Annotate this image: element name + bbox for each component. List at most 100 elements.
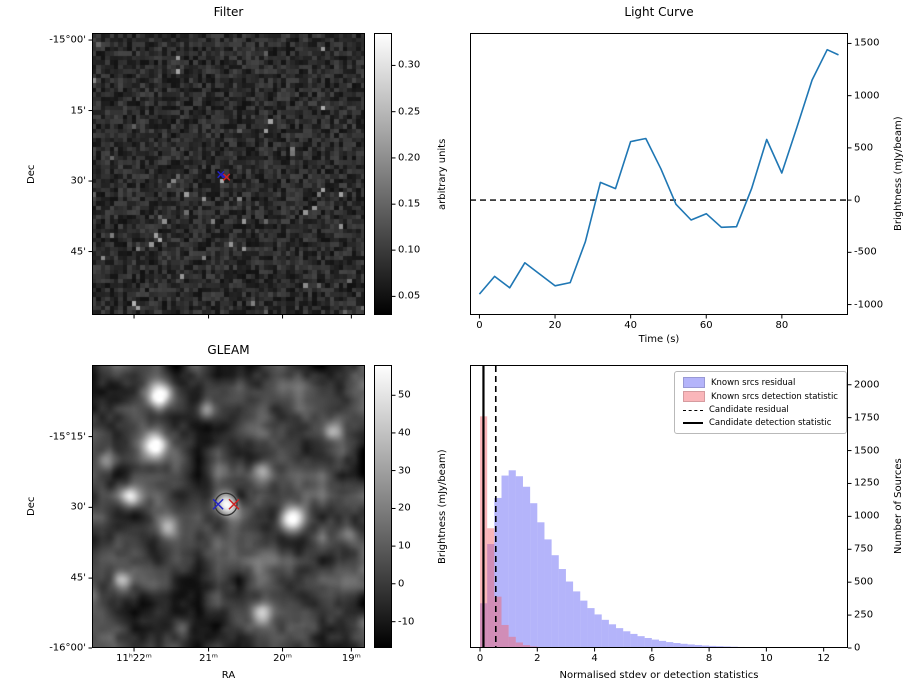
- tick-label: 0: [476, 320, 483, 331]
- histogram-bar: [530, 646, 538, 647]
- candidate-x-marker: [217, 170, 225, 179]
- histogram-bar: [644, 637, 652, 647]
- histogram-bar: [587, 608, 595, 647]
- tick-label: 50: [398, 389, 411, 401]
- gleam-heatmap-image: [92, 365, 365, 648]
- tick-label: -1000: [854, 299, 884, 311]
- legend-label: Candidate residual: [708, 405, 789, 415]
- tick-label: 40: [398, 427, 411, 439]
- gleam-xlabel: RA: [221, 670, 236, 681]
- histogram-bar: [680, 643, 688, 647]
- tick-label: 10: [398, 540, 411, 552]
- tick-label: 0: [854, 642, 861, 654]
- histogram-bar: [630, 633, 638, 647]
- legend-sample-patch: [682, 377, 705, 388]
- tick-label: 0.05: [398, 290, 421, 302]
- candidate-x-marker: [228, 498, 240, 510]
- tick-label: -15°00': [49, 34, 86, 46]
- histogram-bar: [709, 645, 717, 647]
- gleam-colorbar-label: Brightness (mJy/beam): [437, 449, 448, 564]
- legend-sample-solid: [682, 422, 703, 424]
- tick-label: 60: [699, 320, 713, 331]
- filter-colorbar-label: arbitrary units: [437, 138, 448, 210]
- histogram-bar: [522, 645, 531, 647]
- tick-label: 20: [548, 320, 562, 331]
- legend-sample-dashed: [682, 409, 703, 411]
- tick-label: 8: [705, 653, 713, 664]
- tick-label: 6: [648, 653, 656, 664]
- histogram-bar: [487, 544, 495, 647]
- histogram-bar: [487, 528, 495, 647]
- axes-frame: [92, 365, 365, 648]
- axes-frame: [374, 365, 392, 648]
- histogram-bar: [651, 639, 659, 647]
- legend-label: Known srcs detection statistic: [710, 391, 838, 402]
- histogram-bar: [573, 591, 581, 647]
- tick-label: 20ᵐ: [273, 653, 293, 664]
- tick-label: 1500: [854, 37, 880, 49]
- histogram-bar: [565, 581, 574, 647]
- tick-label: -15°15': [49, 431, 86, 443]
- histogram-bar: [716, 646, 724, 647]
- histogram-bar: [580, 600, 588, 647]
- candidate-circle-marker: [214, 492, 238, 516]
- tick-label: 500: [854, 142, 874, 154]
- filter-title: Filter: [213, 5, 244, 19]
- tick-label: 1250: [854, 477, 880, 489]
- light-curve-ylabel: Brightness (mJy/beam): [893, 116, 904, 232]
- histogram-bar: [601, 619, 609, 647]
- tick-label: 1000: [854, 510, 880, 522]
- histogram-bar: [537, 522, 545, 647]
- histogram-bar: [701, 645, 710, 647]
- gleam-ylabel: Dec: [26, 496, 37, 517]
- gleam-title: GLEAM: [207, 343, 250, 357]
- tick-label: 40: [624, 320, 638, 331]
- tick-label: 30': [70, 501, 86, 513]
- histogram-bar: [666, 642, 674, 647]
- tick-label: 21ᵐ: [199, 653, 219, 664]
- tick-label: 20: [398, 502, 411, 514]
- tick-label: 0: [476, 653, 484, 664]
- tick-label: 30: [398, 465, 411, 477]
- legend-item: Candidate detection statistic: [682, 418, 838, 428]
- tick-label: 1000: [854, 90, 880, 102]
- tick-label: 4: [591, 653, 598, 664]
- histogram-bar: [494, 596, 502, 647]
- tick-label: 2: [534, 653, 541, 664]
- histogram-bar: [687, 644, 695, 647]
- tick-label: -500: [854, 246, 877, 258]
- legend-item: Known srcs residual: [682, 377, 838, 388]
- tick-label: 11ʰ22ᵐ: [116, 653, 152, 664]
- histogram-bar: [659, 640, 667, 647]
- histogram-bar: [508, 636, 516, 647]
- tick-label: 0.20: [398, 152, 421, 164]
- tick-label: 250: [854, 609, 874, 621]
- gleam-colorbar: [374, 365, 392, 648]
- histogram-bar: [515, 642, 523, 647]
- tick-label: 30': [70, 175, 86, 187]
- histogram-bar: [522, 486, 531, 647]
- candidate-x-marker: [212, 498, 224, 510]
- tick-label: -16°00': [49, 642, 86, 654]
- histogram-bar: [508, 470, 516, 647]
- histogram-bar: [637, 636, 645, 647]
- tick-label: 0.10: [398, 244, 421, 256]
- filter-ylabel: Dec: [26, 164, 37, 184]
- tick-label: 0: [854, 194, 861, 206]
- legend-item: Candidate residual: [682, 405, 838, 415]
- histogram-bar: [494, 497, 502, 647]
- tick-label: 15': [70, 105, 86, 117]
- histogram-bar: [501, 624, 509, 647]
- tick-label: 0.15: [398, 198, 421, 210]
- candidate-x-marker: [222, 173, 231, 181]
- tick-label: 0.30: [398, 59, 421, 71]
- legend: Known srcs residual Known srcs detection …: [673, 371, 847, 434]
- histogram-bar: [673, 642, 681, 647]
- tick-label: 19ᵐ: [341, 653, 361, 664]
- legend-label: Candidate detection statistic: [708, 418, 832, 428]
- histogram-bar: [501, 475, 509, 647]
- histogram-bar: [608, 624, 617, 647]
- tick-label: -10: [398, 616, 415, 628]
- tick-label: 0: [398, 578, 405, 590]
